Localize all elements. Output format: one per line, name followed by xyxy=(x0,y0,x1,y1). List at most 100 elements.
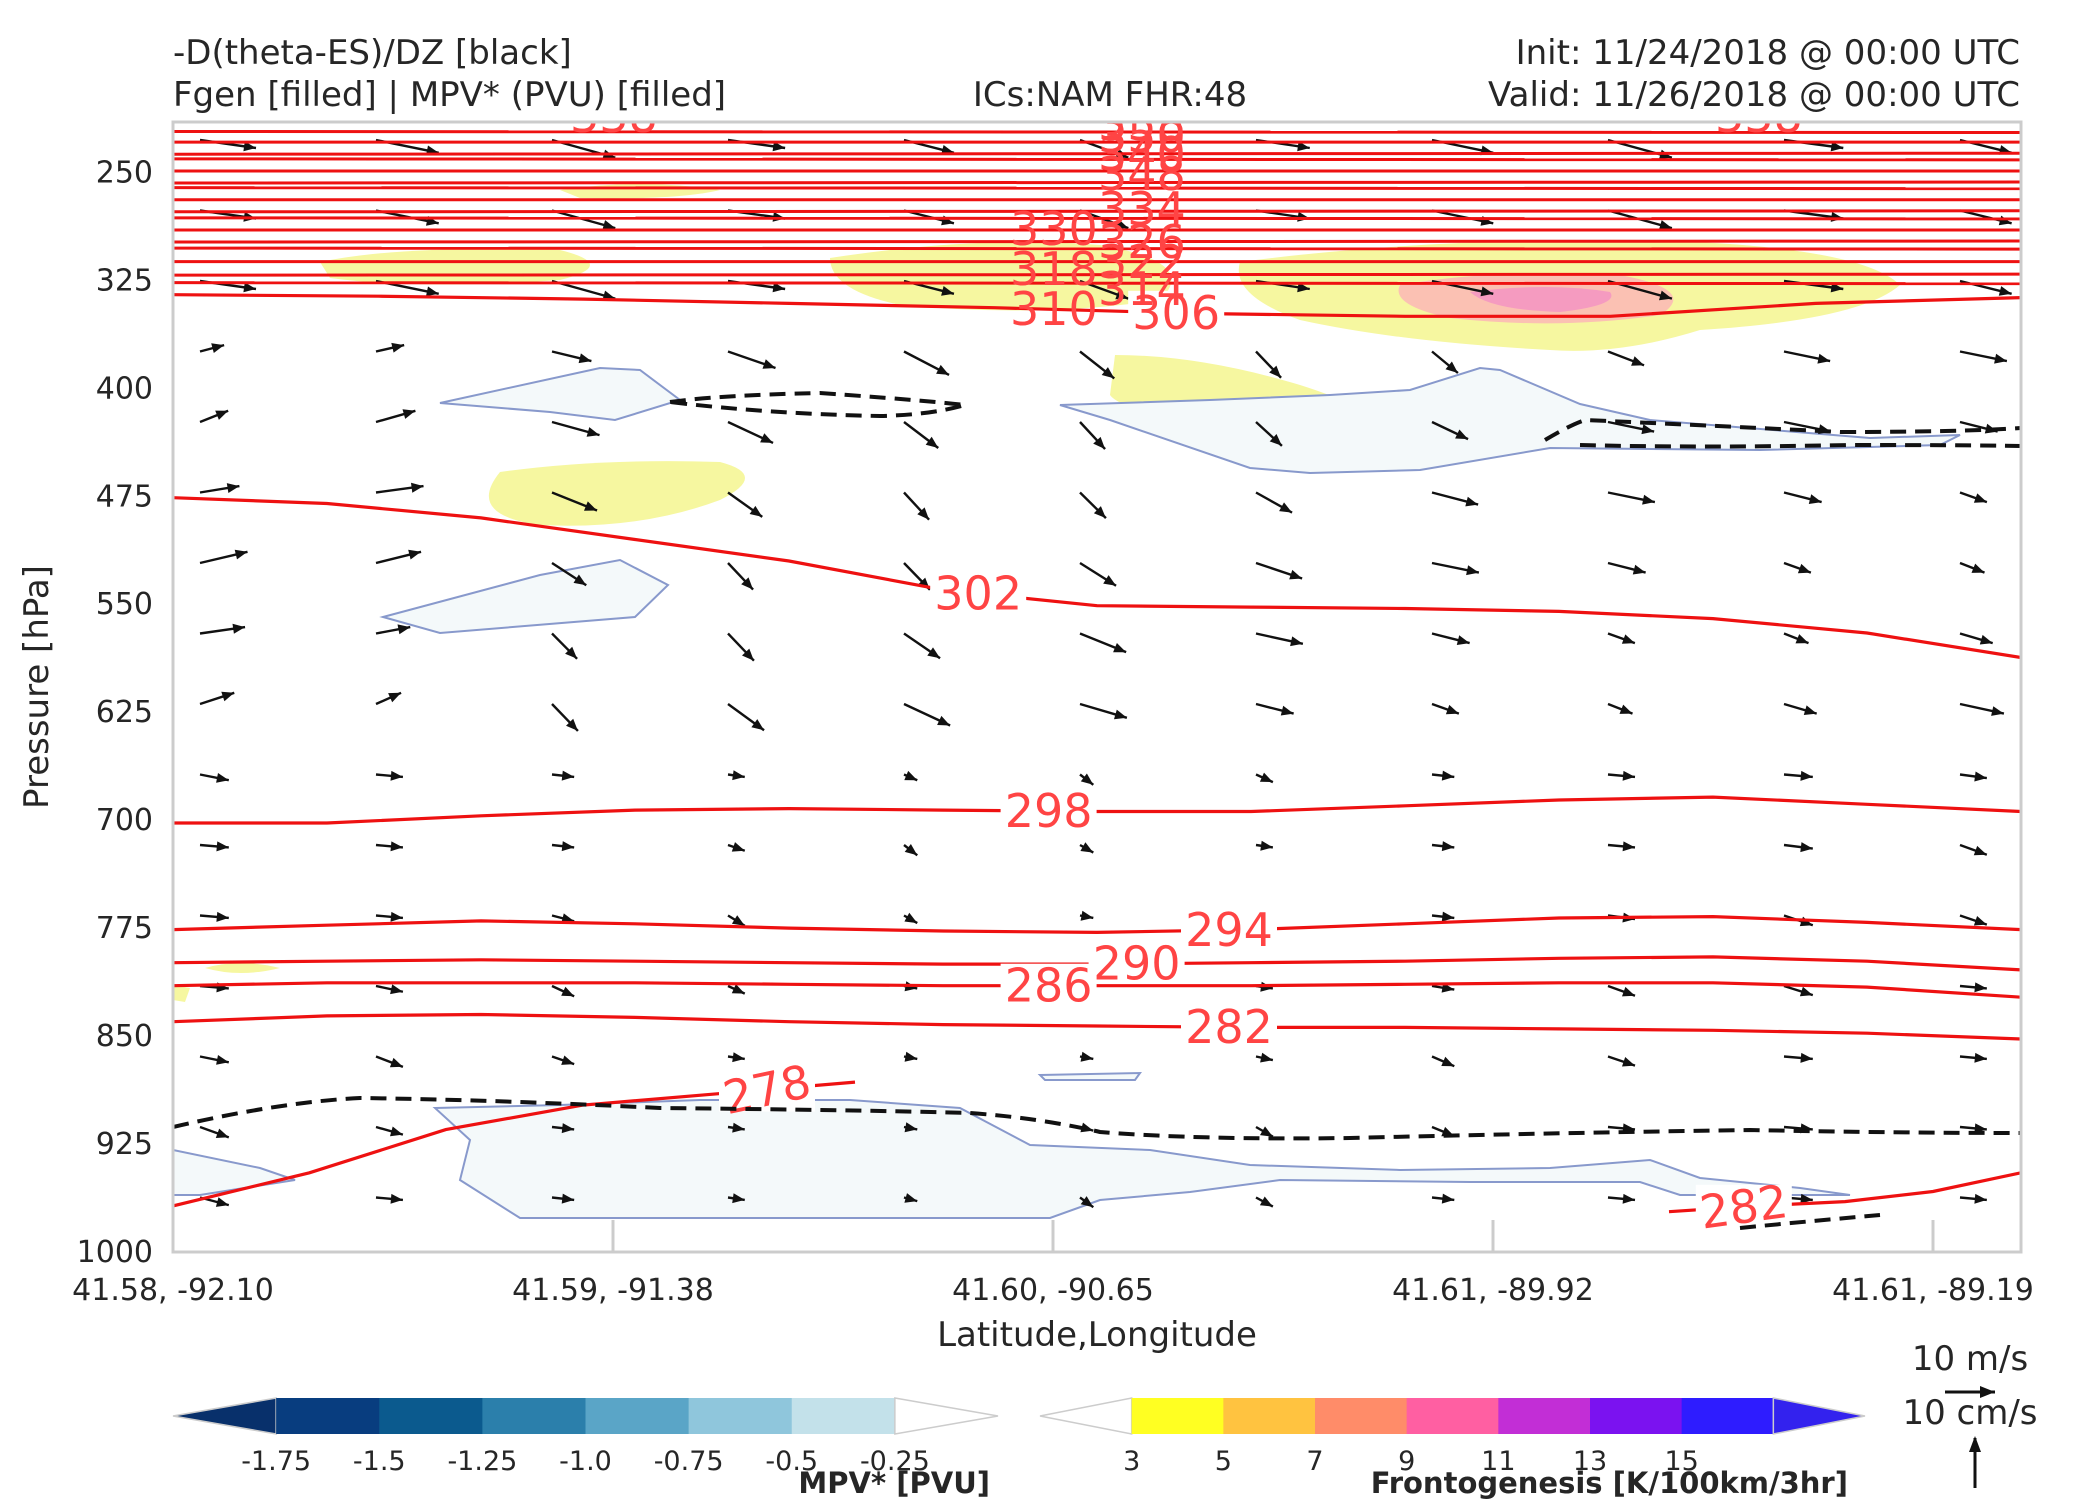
wind-vector-head xyxy=(1817,353,1831,364)
wind-vector-head xyxy=(1619,704,1633,714)
theta-contour-302 xyxy=(173,496,2021,660)
wind-vector-head xyxy=(1297,282,1310,293)
wind-vector-head xyxy=(211,343,225,353)
y-tick-label: 700 xyxy=(96,803,153,838)
wind-vector-head xyxy=(742,648,754,661)
wind-vector-head xyxy=(1800,842,1813,853)
wind-vector-head xyxy=(1800,1052,1813,1063)
colorbar-swatch xyxy=(482,1398,586,1434)
wind-vector-head xyxy=(391,342,405,353)
colorbar-swatch xyxy=(379,1398,483,1434)
wind-vector-head xyxy=(215,1128,229,1138)
wind-vector-head xyxy=(1973,916,1987,926)
wind-vector-head xyxy=(732,1052,745,1063)
wind-vector-head xyxy=(561,1123,575,1134)
mpv-colorbar: -1.75 -1.5 -1.25 -1.0 -0.75 -0.5 -0.25 xyxy=(172,1397,999,1477)
wind-vector-head xyxy=(731,915,745,926)
wind-vector-head xyxy=(925,436,939,448)
wind-vector-head xyxy=(1297,141,1310,152)
wind-vector-head xyxy=(561,913,575,924)
wind-vector-head xyxy=(904,912,918,924)
wind-vector-head xyxy=(1622,1193,1635,1204)
wind-vector-head xyxy=(1973,845,1987,856)
colorbar-swatch xyxy=(894,1397,999,1435)
theta-label-322: 322 xyxy=(1098,235,1186,289)
wind-vector-head xyxy=(1441,911,1455,922)
wind-vector-head xyxy=(1974,1193,1987,1204)
wind-vector-head xyxy=(408,549,421,560)
colorbar-swatch xyxy=(585,1398,690,1434)
y-tick-label: 625 xyxy=(96,695,153,730)
wind-vector-head xyxy=(1080,910,1094,921)
theta-contour-upper xyxy=(173,271,2021,278)
theta-label-334: 334 xyxy=(1098,182,1186,236)
wind-vector-head xyxy=(937,715,951,726)
wind-vector-head xyxy=(1466,565,1479,576)
wind-vector-head xyxy=(1456,635,1470,645)
theta-label-298: 298 xyxy=(1005,784,1093,838)
frontogenesis-colorbar: 3 5 7 9 11 13 15 xyxy=(1039,1397,1866,1477)
wind-vector-head xyxy=(411,482,424,493)
colorbar-tick-label: 7 xyxy=(1306,1446,1323,1477)
theta-label-bg xyxy=(1000,789,1097,834)
wind-vector-head xyxy=(1260,840,1273,851)
theta-contour-upper xyxy=(173,208,2021,214)
wind-vector-head xyxy=(243,141,256,152)
wind-vector-head xyxy=(1080,1196,1094,1208)
wind-vector-head xyxy=(561,1055,575,1065)
y-tick-label: 325 xyxy=(96,263,153,298)
wind-vector-head xyxy=(561,986,575,997)
colorbar-tick-label: -0.25 xyxy=(860,1446,930,1477)
theta-contour-upper xyxy=(173,197,2021,203)
wind-vector-head xyxy=(772,141,786,152)
wind-vector-key: 10 m/s 10 cm/s xyxy=(1902,1339,2038,1488)
wind-vector-head xyxy=(1974,982,1987,993)
wind-vector-head xyxy=(1279,502,1293,513)
wind-vector-head xyxy=(1991,706,2004,716)
mpv-colorbar-title: MPV* [PVU] xyxy=(798,1466,990,1500)
wind-vector-head xyxy=(1441,841,1455,852)
theta-contour-upper xyxy=(173,168,2021,174)
wind-vector-head xyxy=(234,549,248,560)
wind-vector-head xyxy=(1797,563,1811,574)
theta-contour-294 xyxy=(173,914,2021,935)
y-axis-label: Pressure [hPa] xyxy=(17,565,57,809)
wind-vector-head xyxy=(1622,1057,1635,1067)
wind-vector-head xyxy=(1115,219,1129,229)
header-left-line1: -D(theta-ES)/DZ [black] xyxy=(173,33,572,73)
theta-label-282: 282 xyxy=(1185,1000,1273,1054)
wind-vector-head xyxy=(1642,494,1655,505)
upper-theta-labels: 338 338 330 318 310 350 340 348 334 326 … xyxy=(570,97,1803,336)
theta-contour-306 xyxy=(173,293,2021,318)
wind-vector-head xyxy=(388,692,402,703)
wind-vector-head xyxy=(1795,634,1809,644)
fgen-region-upper-center xyxy=(830,241,1172,311)
theta-contour-upper xyxy=(173,227,2021,233)
wind-vector-head xyxy=(1103,575,1117,586)
wind-vector-head xyxy=(1800,1193,1813,1204)
x-tick-label: 41.61, -89.92 xyxy=(1392,1273,1594,1308)
wind-vector-head xyxy=(397,624,411,635)
wind-vector-head xyxy=(1971,563,1985,573)
wind-vector-head xyxy=(1114,709,1127,720)
wind-vector-head xyxy=(216,1055,229,1065)
wind-vector-head xyxy=(1799,986,1813,997)
wind-vector-head xyxy=(243,282,256,293)
mpv-region-3 xyxy=(379,558,670,635)
wind-vector-head xyxy=(390,841,403,852)
mpv-fill xyxy=(173,366,1961,1219)
theta-label-358: 358 xyxy=(1098,97,1186,151)
theta-contour-286 xyxy=(173,981,2021,999)
wind-vector-head xyxy=(1259,772,1273,783)
x-tick-label: 41.60, -90.65 xyxy=(952,1273,1154,1308)
theta-contour-upper xyxy=(173,238,2021,244)
wind-vector-head xyxy=(1622,841,1635,852)
colorbar-swatch xyxy=(1131,1398,1224,1434)
colorbar-tick-label: 11 xyxy=(1481,1446,1515,1477)
wind-vector-head xyxy=(904,1193,918,1203)
wind-vector-head xyxy=(1441,1193,1455,1204)
theta-label-bg xyxy=(1181,907,1277,952)
x-axis: 41.58, -92.10 41.59, -91.38 41.60, -90.65 4… xyxy=(72,1220,2034,1308)
theta-label-330: 330 xyxy=(1010,202,1098,256)
wind-vector-head xyxy=(1973,493,1987,503)
